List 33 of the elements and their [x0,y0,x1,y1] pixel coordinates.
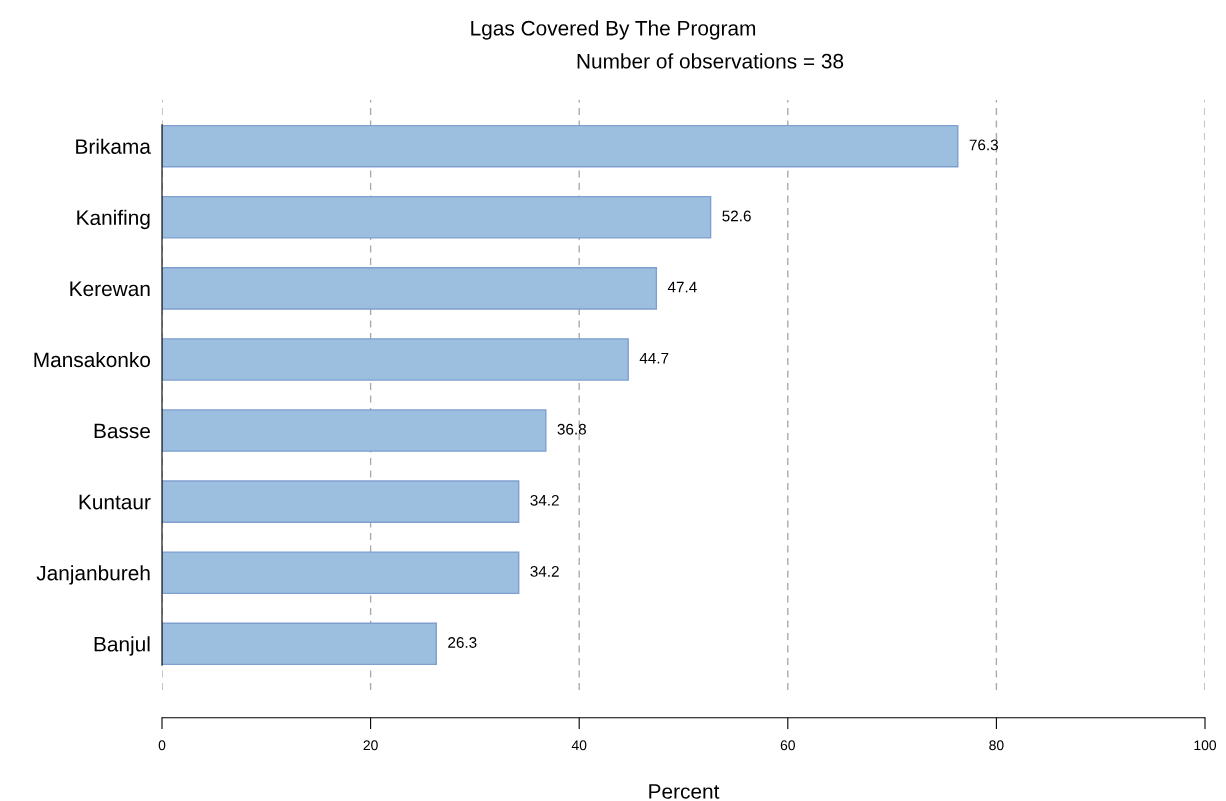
y-tick-label: Kerewan [70,281,150,297]
x-tick-label: 20 [363,740,378,751]
bar [162,551,520,595]
y-tick-label: Banjul [94,636,150,656]
bar [162,409,547,452]
data-label: 47.4 [667,281,697,293]
bar [162,124,959,168]
data-label: 34.2 [530,494,559,506]
y-tick-label: Janjanbureh [36,565,150,585]
y-tick-label: Mansakonko [34,351,151,368]
data-label: 34.2 [530,565,559,577]
bar [162,480,520,523]
data-label: 52.6 [722,210,751,222]
chart-subtitle: Number of observations = 38 [577,53,844,69]
bar [162,195,712,239]
data-label: 26.3 [448,637,477,648]
y-tick-label: Brikama [76,138,151,154]
y-tick-label: Basse [94,423,150,439]
x-tick-label: 100 [1194,740,1217,751]
x-tick-label: 0 [158,740,166,751]
x-axis-title: Percent [649,784,720,799]
data-label: 36.8 [557,423,587,435]
bar [162,338,629,381]
x-tick-label: 40 [571,740,587,751]
chart-title: Lgas Covered By The Program [471,20,756,40]
bar [162,622,438,666]
y-tick-label: Kanifing [77,209,150,230]
bar [162,267,658,310]
y-tick-label: Kuntaur [79,494,151,510]
x-tick-label: 60 [780,740,795,751]
x-tick-label: 80 [989,740,1004,751]
data-label: 44.7 [639,352,669,364]
data-label: 76.3 [969,139,998,151]
